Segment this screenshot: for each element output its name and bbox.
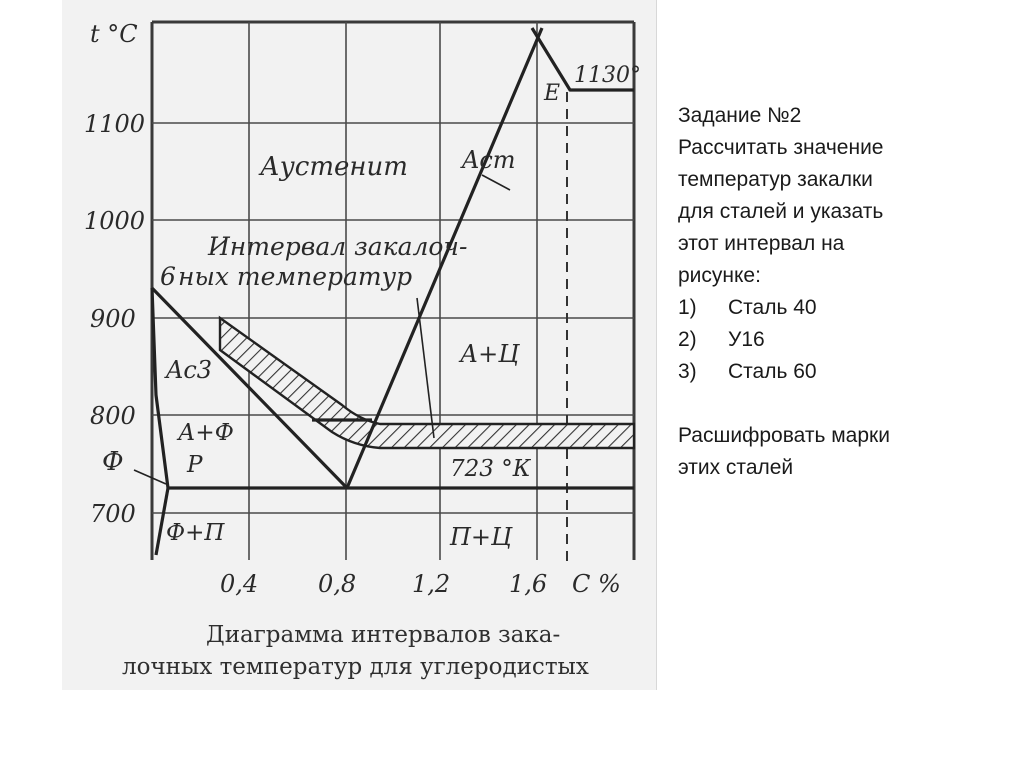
interval-pointer [416, 297, 435, 439]
task-text-line: рисунке: [678, 264, 761, 287]
label-a-f: А+Ф [176, 420, 234, 446]
list-item-label: У16 [728, 328, 765, 351]
figure-panel: t °C 1100 1000 900 800 700 0,4 0,8 1,2 1… [62, 0, 657, 690]
label-f: Ф [102, 447, 124, 477]
label-a-c: А+Ц [458, 340, 520, 368]
task-text-line: этот интервал на [678, 232, 845, 255]
grid-lines [152, 22, 634, 560]
label-six: 6 [160, 262, 176, 291]
steel-list: 1) Сталь 40 2) У16 3) Сталь 60 [678, 292, 1008, 388]
spacer [678, 388, 1008, 420]
x-tick-label: 1,6 [509, 570, 547, 598]
x-tick-label: 1,2 [412, 570, 450, 598]
caption-line1: Диаграмма интервалов зака- [206, 622, 560, 648]
label-interval-line1: Интервал закалоч- [207, 232, 467, 261]
list-item-number: 1) [678, 296, 697, 319]
task-panel: Задание №2 Рассчитать значение температу… [678, 100, 1008, 484]
plot-frame [150, 20, 636, 560]
y-tick-label: 900 [90, 305, 136, 333]
phase-lines [150, 27, 634, 556]
y-tick-label: 700 [90, 500, 136, 528]
task-title: Задание №2 [678, 104, 802, 127]
list-item-number: 2) [678, 328, 697, 351]
task-footer-line: Расшифровать марки [678, 424, 890, 447]
task-text-line: Рассчитать значение [678, 136, 884, 159]
y-tick-label: 1000 [84, 207, 145, 235]
y-tick-label: 800 [90, 402, 136, 430]
caption-line2: лочных температур для углеродистых [122, 654, 589, 680]
list-item-label: Сталь 60 [728, 360, 817, 383]
task-footer-line: этих сталей [678, 456, 794, 479]
list-item: 2) У16 [678, 324, 1008, 356]
list-item: 3) Сталь 60 [678, 356, 1008, 388]
x-tick-label: 0,4 [220, 570, 258, 598]
list-item-label: Сталь 40 [728, 296, 817, 319]
f-pointer [133, 469, 167, 485]
label-e-point: E [543, 81, 560, 106]
label-ac3: Ac3 [164, 356, 212, 384]
iron-carbon-quench-diagram: t °C 1100 1000 900 800 700 0,4 0,8 1,2 1… [84, 20, 641, 680]
task-text-line: температур закалки [678, 168, 873, 191]
label-p-c: П+Ц [449, 523, 513, 551]
y-tick-label: 1100 [84, 110, 145, 138]
y-axis-unit: t °C [90, 20, 138, 48]
label-acm: Acm [460, 146, 516, 174]
x-tick-label: 0,8 [318, 570, 356, 598]
label-723k: 723 °К [450, 456, 532, 482]
acm-pointer [481, 174, 511, 191]
list-item: 1) Сталь 40 [678, 292, 1008, 324]
label-interval-line2: ных температур [178, 262, 412, 291]
quench-interval-band [218, 315, 636, 450]
label-austenite: Аустенит [258, 152, 408, 182]
label-1130: 1130° [574, 63, 641, 88]
label-p: Р [186, 452, 203, 478]
list-item-number: 3) [678, 360, 697, 383]
task-text-line: для сталей и указать [678, 200, 884, 223]
label-f-p: Ф+П [166, 520, 225, 546]
x-axis-unit: C % [572, 570, 621, 598]
